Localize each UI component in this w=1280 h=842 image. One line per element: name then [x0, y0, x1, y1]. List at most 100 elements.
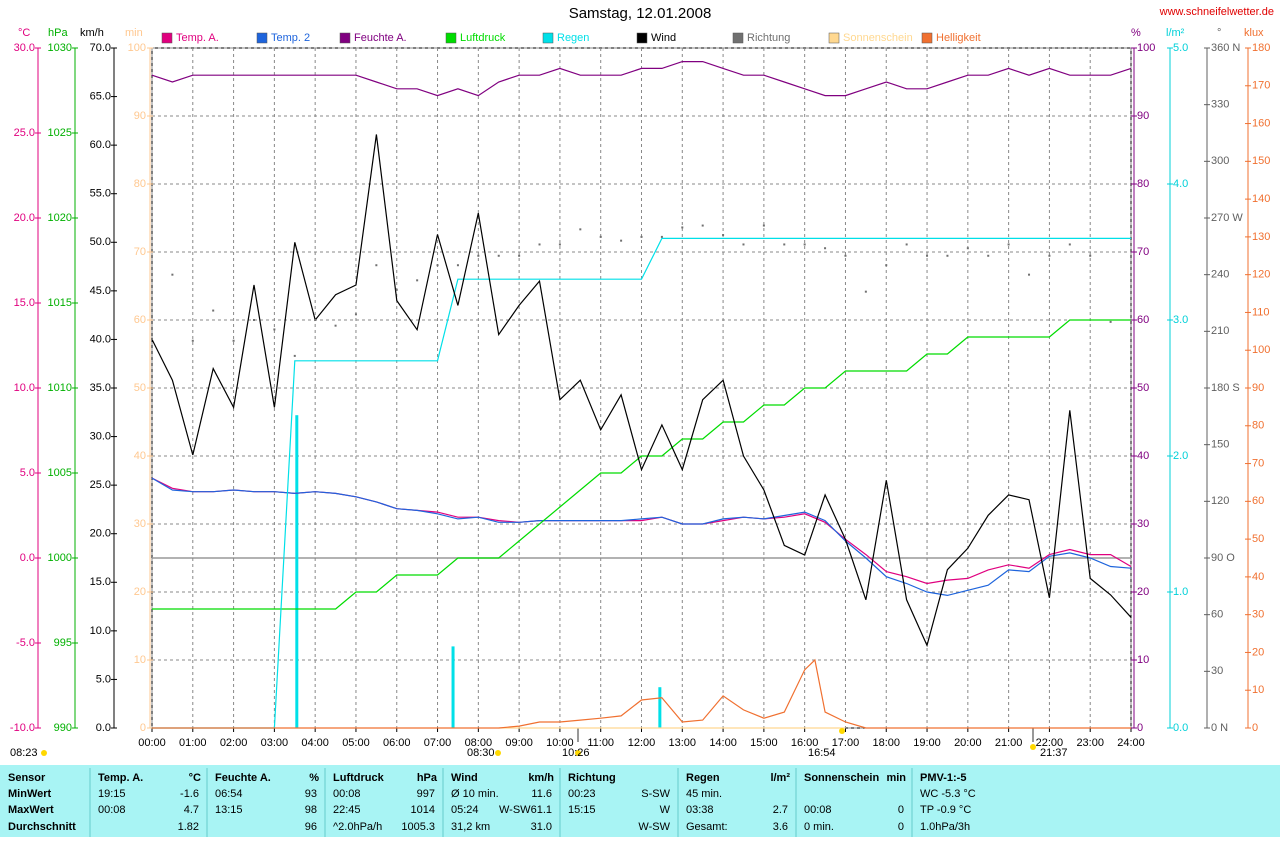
cell-text: 45 min.	[686, 788, 722, 800]
y-tick-label: 180 S	[1211, 382, 1240, 394]
direction-dot	[375, 264, 378, 267]
direction-dot	[395, 288, 398, 291]
direction-dot	[273, 328, 276, 331]
direction-dot	[497, 254, 500, 257]
legend-swatch	[542, 32, 554, 44]
y-tick-label: 60	[1137, 314, 1149, 326]
x-tick-label: 10:00	[546, 737, 574, 749]
y-tick-label: 60	[134, 314, 146, 326]
legend-swatch	[161, 32, 173, 44]
direction-dot	[742, 243, 745, 246]
column-title: Richtung	[568, 772, 616, 784]
y-tick-label: 100	[1252, 344, 1270, 356]
axis-unit: hPa	[48, 27, 68, 39]
y-tick-label: 25.0	[90, 479, 111, 491]
cell-text: 997	[417, 788, 435, 800]
y-tick-label: 80	[134, 178, 146, 190]
x-tick-label: 09:00	[505, 737, 533, 749]
rain-bar	[295, 415, 299, 728]
column-unit: %	[309, 772, 319, 784]
y-tick-label: 90 O	[1211, 552, 1235, 564]
y-tick-label: 90	[1252, 382, 1264, 394]
direction-dot	[803, 243, 806, 246]
direction-dot	[599, 235, 602, 238]
sun-icon	[1030, 744, 1036, 750]
direction-dot	[762, 224, 765, 227]
direction-dot	[966, 247, 969, 250]
sun-icon	[839, 728, 845, 734]
column-title: Sensor	[8, 772, 46, 784]
y-tick-label: 20	[1252, 646, 1264, 658]
y-tick-label: 110	[1252, 306, 1270, 318]
direction-dot	[232, 339, 235, 342]
rain-bar	[658, 687, 662, 728]
sun-icon	[575, 750, 581, 756]
time-annotation: 10:26	[562, 747, 590, 759]
direction-dot	[701, 224, 704, 227]
x-tick-label: 12:00	[628, 737, 656, 749]
direction-dot	[844, 254, 847, 257]
column-unit: °C	[189, 772, 201, 784]
series-line	[152, 658, 1131, 729]
x-tick-label: 02:00	[220, 737, 248, 749]
y-tick-label: 995	[54, 637, 72, 649]
y-tick-label: 100	[1137, 42, 1155, 54]
column-unit: min	[886, 772, 906, 784]
time-annotation: 16:54	[808, 747, 836, 759]
y-tick-label: 90	[134, 110, 146, 122]
y-tick-label: 60.0	[90, 139, 111, 151]
y-tick-label: 40	[134, 450, 146, 462]
row-label: MinWert	[8, 788, 52, 800]
y-tick-label: 0.0	[96, 722, 111, 734]
cell-text: 1005.3	[401, 821, 435, 833]
y-tick-label: 20	[134, 586, 146, 598]
y-tick-label: 60	[1252, 495, 1264, 507]
time-annotation: 21:37	[1040, 747, 1068, 759]
y-tick-label: 150	[1211, 439, 1229, 451]
y-tick-label: 10	[1252, 684, 1264, 696]
axis-unit: km/h	[80, 27, 104, 39]
x-tick-label: 17:00	[832, 737, 860, 749]
x-tick-label: 20:00	[954, 737, 982, 749]
y-tick-label: 50	[134, 382, 146, 394]
direction-dot	[1089, 254, 1092, 257]
y-tick-label: 15.0	[90, 576, 111, 588]
direction-dot	[824, 247, 827, 250]
y-tick-label: 30	[134, 518, 146, 530]
y-tick-label: 30	[1252, 609, 1264, 621]
y-tick-label: 10	[1137, 654, 1149, 666]
cell-text: 00:08	[804, 804, 832, 816]
y-tick-label: 330	[1211, 99, 1229, 111]
direction-dot	[293, 354, 296, 357]
y-tick-label: 50.0	[90, 236, 111, 248]
direction-dot	[334, 324, 337, 327]
direction-dot	[354, 313, 357, 316]
direction-dot	[905, 243, 908, 246]
x-tick-label: 05:00	[342, 737, 370, 749]
y-tick-label: 5.0	[20, 467, 35, 479]
y-tick-label: 30.0	[90, 430, 111, 442]
x-tick-label: 23:00	[1076, 737, 1104, 749]
direction-dot	[926, 254, 929, 257]
column-title: Temp. A.	[98, 772, 143, 784]
x-tick-label: 08:00	[465, 737, 493, 749]
x-tick-label: 22:00	[1036, 737, 1064, 749]
y-tick-label: 5.0	[96, 673, 111, 685]
x-tick-label: 06:00	[383, 737, 411, 749]
direction-dot	[864, 290, 867, 293]
y-tick-label: 5.0	[1173, 42, 1188, 54]
legend-label: Luftdruck	[460, 32, 506, 44]
axis-unit: klux	[1244, 27, 1264, 39]
column-title: Regen	[686, 772, 720, 784]
cell-text: 3.6	[773, 821, 788, 833]
cell-text: 93	[305, 788, 317, 800]
direction-dot	[579, 228, 582, 231]
y-tick-label: 0 N	[1211, 722, 1228, 734]
cell-text: W	[660, 804, 671, 816]
series-line	[151, 477, 1132, 597]
cell-text: 22:45	[333, 804, 361, 816]
y-tick-label: 0.0	[1173, 722, 1188, 734]
y-tick-label: 140	[1252, 193, 1270, 205]
cell-text: 03:38	[686, 804, 714, 816]
